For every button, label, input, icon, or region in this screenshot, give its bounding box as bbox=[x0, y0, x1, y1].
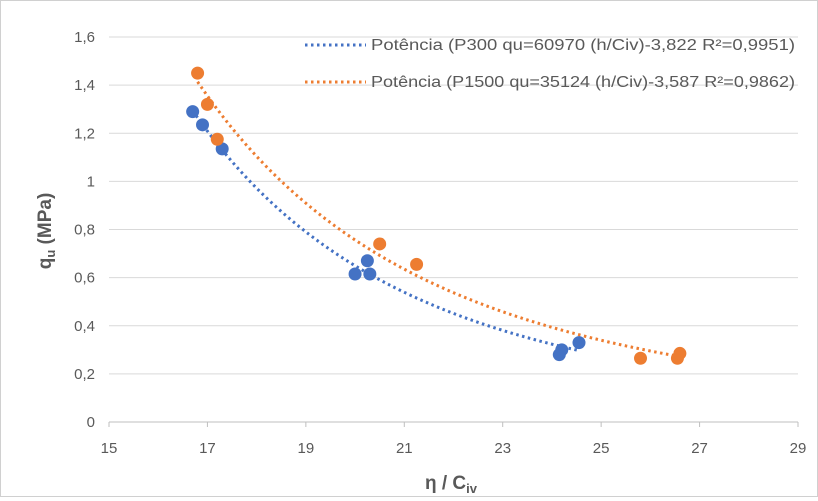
y-tick-label: 1 bbox=[87, 173, 95, 190]
data-point bbox=[363, 267, 377, 281]
data-point bbox=[210, 132, 224, 146]
grid bbox=[108, 36, 799, 427]
y-axis-label-sub: u bbox=[43, 250, 58, 258]
x-tick-label: 17 bbox=[199, 440, 216, 457]
trendlines bbox=[191, 80, 681, 359]
y-tick-label: 0,4 bbox=[74, 318, 95, 335]
y-axis-label: qu (MPa) bbox=[35, 193, 58, 270]
data-point bbox=[360, 254, 374, 268]
x-tick-labels: 15 17 19 21 23 25 27 29 bbox=[101, 440, 807, 457]
x-tick-label: 15 bbox=[101, 440, 118, 457]
y-tick-label: 1,6 bbox=[74, 29, 95, 46]
data-point bbox=[572, 336, 586, 350]
x-tick-label: 25 bbox=[593, 440, 610, 457]
data-point bbox=[191, 66, 205, 80]
x-axis-label-main: η / C bbox=[425, 473, 466, 494]
y-axis-label-unit: (MPa) bbox=[35, 193, 56, 250]
data-point bbox=[634, 351, 648, 365]
data-point bbox=[196, 118, 210, 132]
x-tick-label: 29 bbox=[790, 440, 807, 457]
x-tick-label: 23 bbox=[494, 440, 511, 457]
data-point bbox=[215, 142, 229, 156]
y-tick-labels: 0 0,2 0,4 0,6 0,8 1 1,2 1,4 1,6 bbox=[74, 29, 95, 431]
data-point bbox=[373, 237, 387, 251]
data-point bbox=[186, 105, 200, 119]
trendline-1 bbox=[191, 109, 580, 353]
data-points bbox=[186, 66, 687, 365]
data-point bbox=[200, 97, 214, 111]
x-axis-label-sub: iv bbox=[466, 481, 478, 496]
legend: Potência (P300 qu=60970 (h/Civ)-3,822 R²… bbox=[305, 37, 795, 91]
y-tick-label: 0,8 bbox=[74, 222, 95, 239]
y-tick-label: 1,4 bbox=[74, 77, 95, 94]
x-tick-label: 19 bbox=[298, 440, 315, 457]
legend-label-2: Potência (P1500 qu=35124 (h/Civ)-3,587 R… bbox=[371, 74, 795, 91]
legend-label-1: Potência (P300 qu=60970 (h/Civ)-3,822 R²… bbox=[371, 37, 795, 54]
y-tick-label: 0 bbox=[87, 414, 95, 431]
x-tick-label: 27 bbox=[691, 440, 708, 457]
data-point bbox=[348, 267, 362, 281]
trendline-2 bbox=[196, 80, 681, 359]
data-point bbox=[555, 343, 569, 357]
y-tick-label: 1,2 bbox=[74, 125, 95, 142]
y-axis-label-main: q bbox=[35, 258, 56, 270]
y-tick-label: 0,2 bbox=[74, 366, 95, 383]
x-tick-label: 21 bbox=[396, 440, 413, 457]
data-point bbox=[673, 346, 687, 360]
x-axis-label: η / Civ bbox=[425, 473, 478, 496]
y-tick-label: 0,6 bbox=[74, 270, 95, 287]
data-point bbox=[410, 257, 424, 271]
